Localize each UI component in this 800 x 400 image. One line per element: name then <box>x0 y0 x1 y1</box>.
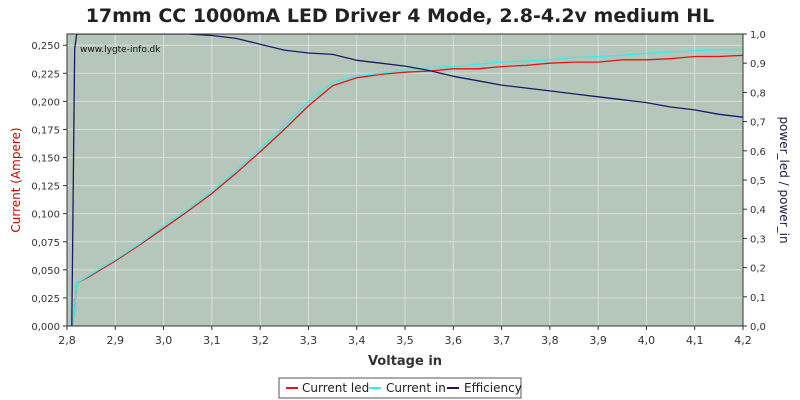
y-left-tick-label: 0,075 <box>31 238 60 249</box>
x-tick-label: 3,6 <box>445 334 463 347</box>
series-line-efficiency <box>71 34 743 326</box>
x-tick-label: 3,7 <box>493 334 511 347</box>
x-tick-label: 3,1 <box>203 334 221 347</box>
x-tick-label: 4,2 <box>734 334 752 347</box>
y-left-tick-label: 0,200 <box>31 97 60 108</box>
legend-label-efficiency: Efficiency <box>464 381 522 395</box>
y-right-tick-label: 0,9 <box>750 59 766 70</box>
y-left-tick-label: 0,000 <box>31 322 60 333</box>
y-right-axis-label: power_led / power_in <box>777 116 791 243</box>
legend-label-current-led: Current led <box>302 381 369 395</box>
x-tick-label: 3,4 <box>348 334 366 347</box>
y-left-tick-label: 0,250 <box>31 41 60 52</box>
y-right-tick-label: 0,4 <box>750 205 766 216</box>
y-left-tick-label: 0,050 <box>31 266 60 277</box>
x-axis-ticks: 2,8 2,9 3,0 3,1 3,2 3,3 3,4 3,5 3,6 3,7 3,8 3,9 4,0 4… <box>58 326 752 347</box>
y-left-axis-label: Current (Ampere) <box>9 127 23 232</box>
y-left-tick-label: 0,125 <box>31 182 60 193</box>
x-tick-label: 3,5 <box>396 334 414 347</box>
y-left-tick-label: 0,150 <box>31 154 60 165</box>
y-left-axis-ticks: 0,000 0,025 0,050 0,075 0,100 0,125 0,150 0,175… <box>31 41 67 333</box>
x-tick-label: 4,0 <box>638 334 656 347</box>
y-left-tick-label: 0,025 <box>31 294 60 305</box>
y-right-tick-label: 0,1 <box>750 293 766 304</box>
y-left-tick-label: 0,100 <box>31 210 60 221</box>
watermark: www.lygte-info.dk <box>80 45 161 55</box>
chart-title: 17mm CC 1000mA LED Driver 4 Mode, 2.8-4.… <box>86 5 715 27</box>
x-tick-label: 2,8 <box>58 334 76 347</box>
y-right-tick-label: 0,7 <box>750 118 766 129</box>
x-tick-label: 3,8 <box>541 334 559 347</box>
y-right-tick-label: 1,0 <box>750 30 766 41</box>
y-right-tick-label: 0,6 <box>750 147 766 158</box>
series-line-current-in <box>71 49 743 326</box>
legend: Current led Current in Efficiency <box>278 377 522 399</box>
x-tick-label: 4,1 <box>686 334 704 347</box>
legend-box <box>278 377 522 399</box>
x-tick-label: 3,3 <box>300 334 318 347</box>
grid <box>66 34 744 327</box>
y-right-axis-ticks: 0,0 0,1 0,2 0,3 0,4 0,5 0,6 0,7 0,8 0,9 1,0 <box>743 30 766 333</box>
y-right-tick-label: 0,8 <box>750 88 766 99</box>
y-left-tick-label: 0,175 <box>31 125 60 136</box>
y-right-tick-label: 0,2 <box>750 264 766 275</box>
y-right-tick-label: 0,5 <box>750 176 766 187</box>
legend-label-current-in: Current in <box>386 381 446 395</box>
series-line-current-led <box>71 54 743 326</box>
x-tick-label: 3,2 <box>251 334 269 347</box>
y-right-tick-label: 0,0 <box>750 322 766 333</box>
x-tick-label: 3,9 <box>589 334 607 347</box>
x-tick-label: 3,0 <box>155 334 173 347</box>
y-left-tick-label: 0,225 <box>31 69 60 80</box>
x-tick-label: 2,9 <box>107 334 125 347</box>
series-layer <box>71 34 743 326</box>
x-axis-label: Voltage in <box>368 354 442 369</box>
y-right-tick-label: 0,3 <box>750 234 766 245</box>
